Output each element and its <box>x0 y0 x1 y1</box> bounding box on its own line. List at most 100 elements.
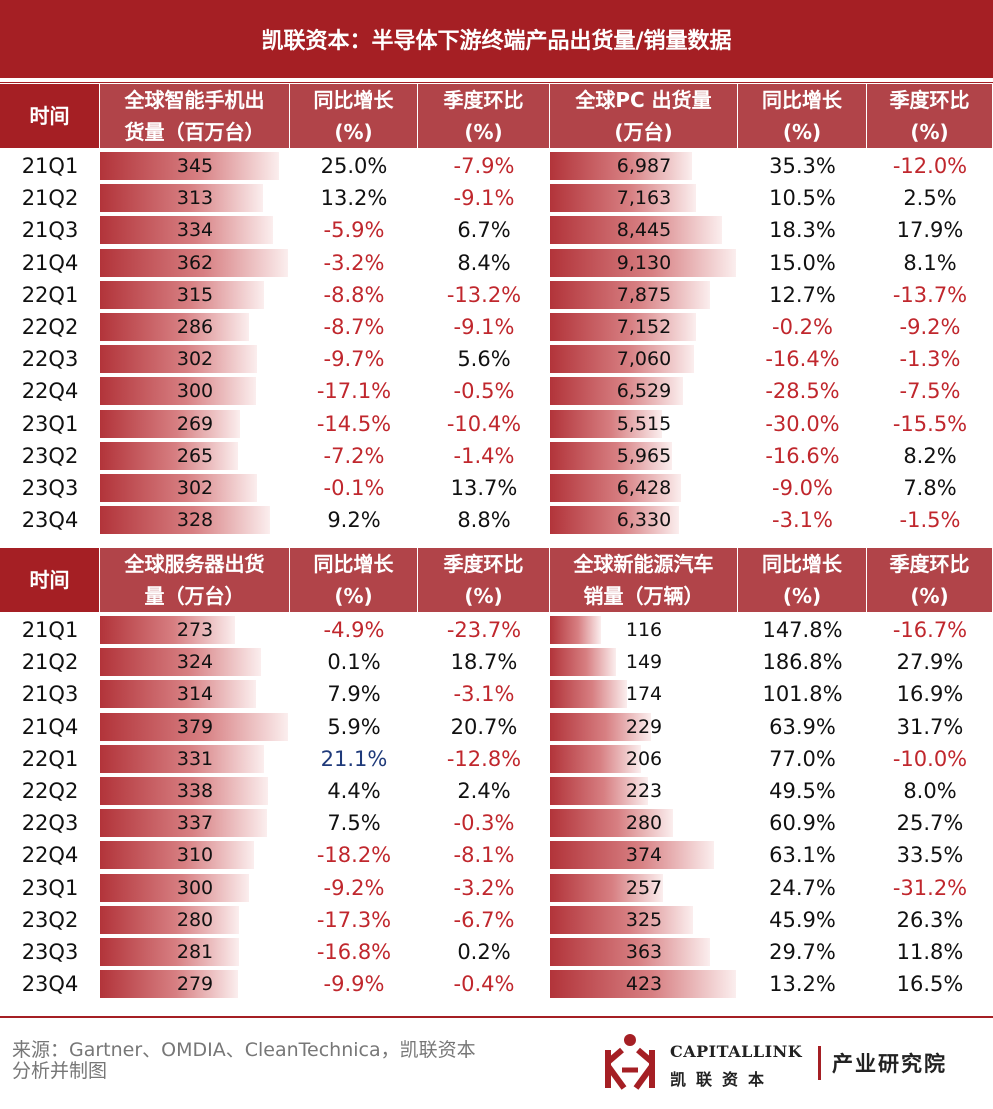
qoq-value: 20.7% <box>450 714 518 739</box>
yoy-value: 13.2% <box>320 186 388 211</box>
header-yoy: 同比增长 (%) <box>738 548 867 612</box>
period-label: 22Q2 <box>21 779 79 803</box>
value-label: 257 <box>625 876 663 899</box>
value-bar <box>100 905 239 934</box>
value-bar <box>100 474 257 502</box>
header-qoq: 季度环比 (%) <box>867 548 993 612</box>
yoy-value: -5.9% <box>323 218 385 243</box>
yoy-value: -3.2% <box>323 250 385 275</box>
value-label: 325 <box>625 908 663 931</box>
header-metric-line2: 货量（百万台） <box>124 120 265 144</box>
yoy-value: -8.7% <box>323 315 385 339</box>
period-label: 23Q4 <box>21 972 79 997</box>
value-label: 315 <box>176 283 214 306</box>
qoq-value: -3.2% <box>453 875 515 900</box>
period-label: 23Q3 <box>21 476 79 500</box>
period-label: 22Q4 <box>21 379 79 404</box>
yoy-value: 29.7% <box>769 940 836 964</box>
yoy-value: 21.1% <box>320 746 388 771</box>
logo-text-en: CAPITALLINK <box>670 1042 803 1061</box>
qoq-value: -6.7% <box>453 907 515 932</box>
qoq-value: 27.9% <box>896 650 964 675</box>
header-qoq: 季度环比 (%) <box>867 84 993 148</box>
value-bar <box>100 970 239 999</box>
yoy-value: 5.9% <box>327 714 381 739</box>
section-divider <box>0 1016 993 1018</box>
period-label: 21Q1 <box>21 618 79 642</box>
header-yoy-line1: 同比增长 <box>313 552 394 576</box>
yoy-value: -14.5% <box>316 411 392 436</box>
value-label: 374 <box>625 844 663 867</box>
qoq-value: 2.5% <box>903 186 957 211</box>
value-label: 334 <box>176 219 214 242</box>
value-label: 338 <box>176 780 214 802</box>
value-bar <box>100 248 288 277</box>
qoq-value: -12.0% <box>892 154 968 178</box>
header-time-line1: 时间 <box>29 104 70 128</box>
header-metric-line1: 全球服务器出货 <box>124 552 265 576</box>
period-label: 23Q1 <box>21 875 79 900</box>
yoy-value: -18.2% <box>316 843 392 868</box>
qoq-value: 16.9% <box>896 682 964 707</box>
qoq-value: -1.4% <box>453 443 515 468</box>
qoq-value: -0.3% <box>453 811 515 836</box>
qoq-value: -0.4% <box>453 972 515 997</box>
value-label: 324 <box>176 651 214 674</box>
yoy-value: -9.7% <box>323 347 385 372</box>
period-label: 22Q1 <box>21 282 79 307</box>
yoy-value: 24.7% <box>769 875 836 900</box>
qoq-value: -3.1% <box>453 682 515 707</box>
qoq-value: -9.2% <box>899 315 961 339</box>
value-label: 363 <box>625 941 663 963</box>
qoq-value: -1.5% <box>899 508 961 533</box>
header-metric-line1: 全球PC 出货量 <box>575 88 712 112</box>
value-bar <box>550 905 693 934</box>
value-label: 337 <box>176 812 214 835</box>
value-label: 286 <box>176 316 214 338</box>
value-label: 279 <box>176 973 214 996</box>
value-label: 6,428 <box>616 477 672 499</box>
value-bar <box>550 744 641 773</box>
yoy-value: 77.0% <box>769 746 836 771</box>
value-label: 5,515 <box>616 412 672 435</box>
value-bar <box>550 970 736 999</box>
yoy-value: 13.2% <box>769 972 836 997</box>
yoy-value: 49.5% <box>769 779 836 803</box>
value-label: 206 <box>625 747 663 770</box>
yoy-value: 0.1% <box>327 650 381 675</box>
header-metric-line2: 销量（万辆） <box>583 584 704 608</box>
value-bar <box>550 506 679 535</box>
yoy-value: -30.0% <box>765 411 840 436</box>
value-bar <box>550 441 672 470</box>
qoq-value: 6.7% <box>457 218 511 243</box>
header-yoy-line2: (%) <box>782 584 822 608</box>
yoy-value: 147.8% <box>762 618 843 642</box>
header-metric: 全球新能源汽车 销量（万辆） <box>550 548 738 612</box>
header-time: 时间 <box>0 548 100 612</box>
period-label: 22Q4 <box>21 843 79 868</box>
period-label: 21Q3 <box>21 218 79 243</box>
qoq-value: 2.4% <box>457 779 511 803</box>
header-qoq-line1: 季度环比 <box>443 552 524 576</box>
qoq-value: 17.9% <box>896 218 964 243</box>
period-label: 21Q1 <box>21 154 79 178</box>
value-label: 7,060 <box>616 348 672 371</box>
header-qoq-line2: (%) <box>910 584 949 608</box>
period-label: 23Q3 <box>21 940 79 964</box>
qoq-value: 8.0% <box>903 779 957 803</box>
yoy-value: 101.8% <box>762 682 843 707</box>
header-metric-line2: (万台) <box>614 120 673 144</box>
value-label: 6,529 <box>616 380 672 403</box>
yoy-value: -9.9% <box>323 972 385 997</box>
value-label: 362 <box>176 251 214 274</box>
qoq-value: -9.1% <box>453 315 515 339</box>
value-bar <box>550 474 681 502</box>
yoy-value: -16.6% <box>765 443 840 468</box>
value-bar <box>550 777 649 805</box>
value-label: 149 <box>625 651 663 674</box>
header-yoy: 同比增长 (%) <box>290 84 418 148</box>
value-bar <box>550 648 616 677</box>
qoq-value: -10.0% <box>892 746 968 771</box>
value-label: 7,163 <box>616 187 672 210</box>
header-yoy-line1: 同比增长 <box>762 88 842 112</box>
